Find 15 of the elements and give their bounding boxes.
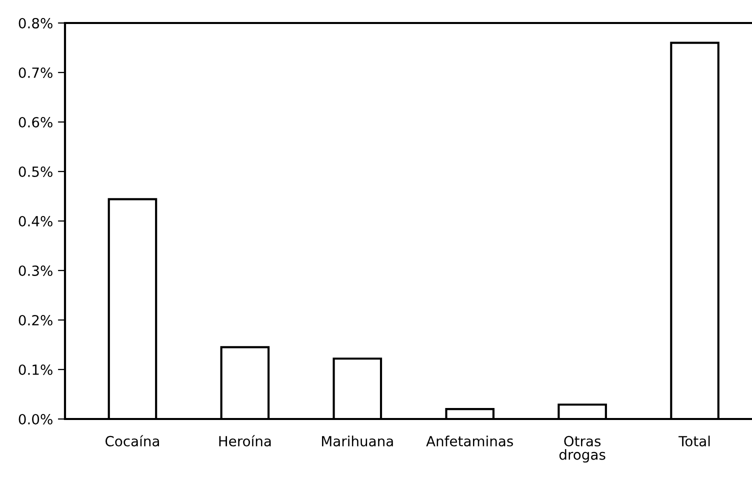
y-tick-label: 0.4% <box>18 216 52 226</box>
x-tick-label: Anfetaminas <box>426 436 513 446</box>
y-tick-label: 0.0% <box>18 414 52 424</box>
y-tick-label: 0.8% <box>18 18 52 28</box>
x-tick-label: Marihuana <box>322 436 393 446</box>
x-tick-label: Otras drogas <box>559 436 606 463</box>
y-tick-label: 0.1% <box>18 364 52 375</box>
x-tick-label: Heroína <box>219 435 271 446</box>
y-tick-label: 0.7% <box>18 67 52 78</box>
x-tick-label: Total <box>678 436 710 446</box>
y-tick-label: 0.3% <box>18 265 52 276</box>
y-tick-label: 0.5% <box>18 166 52 177</box>
y-tick-label: 0.2% <box>18 314 52 326</box>
x-tick-label: Cocaína <box>105 435 159 446</box>
y-tick-label: 0.6% <box>18 116 52 128</box>
